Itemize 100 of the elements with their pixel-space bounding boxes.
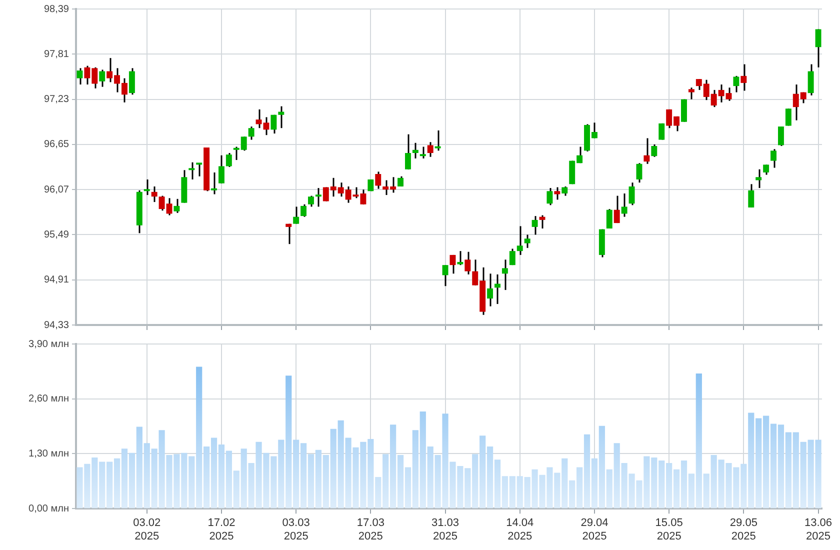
y-tick-label: 97,81 <box>44 48 70 60</box>
candlestick <box>778 126 784 147</box>
candlestick <box>815 28 822 68</box>
bar <box>263 452 270 508</box>
bar <box>532 469 538 508</box>
bar <box>233 470 240 508</box>
bar <box>128 452 136 508</box>
candlestick <box>651 144 658 158</box>
bar <box>562 458 568 508</box>
candlestick <box>636 162 642 184</box>
bar <box>106 462 113 508</box>
bar <box>278 440 284 508</box>
candlestick <box>658 122 665 141</box>
candlestick <box>174 198 180 214</box>
bar <box>509 476 516 508</box>
candlestick <box>464 251 471 276</box>
bar <box>800 442 806 508</box>
bar <box>442 414 448 508</box>
y-tick-label: 96,07 <box>44 184 70 196</box>
candlestick <box>494 274 500 305</box>
bar <box>99 462 106 508</box>
candlestick <box>681 98 687 123</box>
bar <box>84 464 90 508</box>
candlestick <box>151 186 158 203</box>
bar <box>644 456 650 508</box>
bar <box>114 458 120 508</box>
candlestick <box>763 164 770 176</box>
bar <box>524 476 530 508</box>
bar <box>427 446 434 508</box>
bar <box>614 443 620 508</box>
bar <box>450 462 456 508</box>
bar <box>203 446 210 508</box>
bar <box>121 448 128 508</box>
bar <box>516 476 523 508</box>
x-tick-label: 15.05 2025 <box>655 517 683 542</box>
bar <box>226 450 232 508</box>
x-tick-label: 17.02 2025 <box>208 517 236 542</box>
candlestick <box>524 234 530 249</box>
x-tick-label: 31.03 2025 <box>432 517 460 542</box>
bar <box>464 468 471 508</box>
x-tick-label: 03.03 2025 <box>282 517 310 542</box>
candlestick <box>785 108 792 126</box>
bar <box>651 458 658 508</box>
bar <box>778 424 784 508</box>
bar <box>218 444 225 508</box>
candlestick <box>502 258 508 291</box>
candlestick <box>487 272 494 308</box>
candlestick <box>308 195 314 208</box>
x-tick-label: 03.02 2025 <box>133 517 161 542</box>
bar <box>472 454 478 508</box>
y-tick-label: 95,49 <box>44 229 70 240</box>
bar <box>256 442 262 508</box>
bar <box>196 366 202 508</box>
candlestick <box>621 192 628 218</box>
bar <box>210 438 218 508</box>
candlestick <box>509 248 516 266</box>
bar <box>166 455 172 508</box>
candlestick <box>286 223 292 245</box>
bar <box>248 463 254 508</box>
candlestick <box>144 178 150 196</box>
candlestick <box>808 64 814 96</box>
bar <box>539 474 546 508</box>
bar <box>808 440 814 508</box>
candlestick <box>76 67 83 86</box>
bar <box>792 432 799 508</box>
bar <box>330 428 336 508</box>
y-tick-label: 96,65 <box>44 139 70 150</box>
bar <box>762 416 770 508</box>
bar <box>756 418 762 508</box>
bar <box>345 438 352 508</box>
bar <box>554 472 560 508</box>
candlestick <box>300 204 307 218</box>
bar <box>718 460 724 508</box>
bar <box>412 430 418 508</box>
bar <box>322 455 329 508</box>
bar <box>136 426 142 508</box>
x-tick-label: 29.04 2025 <box>580 517 608 542</box>
bar <box>710 455 717 508</box>
candlestick <box>770 148 776 169</box>
candlestick <box>606 208 612 230</box>
bar <box>286 376 292 508</box>
candlestick <box>756 168 762 189</box>
bar <box>368 438 374 508</box>
bar <box>696 374 702 508</box>
y-tick-label: 97,23 <box>44 94 70 106</box>
bar <box>457 466 464 508</box>
bar <box>181 452 188 508</box>
bar <box>315 450 322 508</box>
candlestick <box>196 162 202 178</box>
candlestick <box>532 215 538 236</box>
bar <box>494 460 501 508</box>
bar <box>740 464 747 508</box>
bar <box>338 420 344 508</box>
x-tick-label: 13.06 2025 <box>804 517 832 542</box>
bar <box>308 454 314 508</box>
bar <box>703 474 710 508</box>
candlestick <box>412 142 418 160</box>
bar <box>92 458 98 508</box>
y-tick-label: 98,39 <box>44 4 70 15</box>
bar <box>144 443 150 508</box>
